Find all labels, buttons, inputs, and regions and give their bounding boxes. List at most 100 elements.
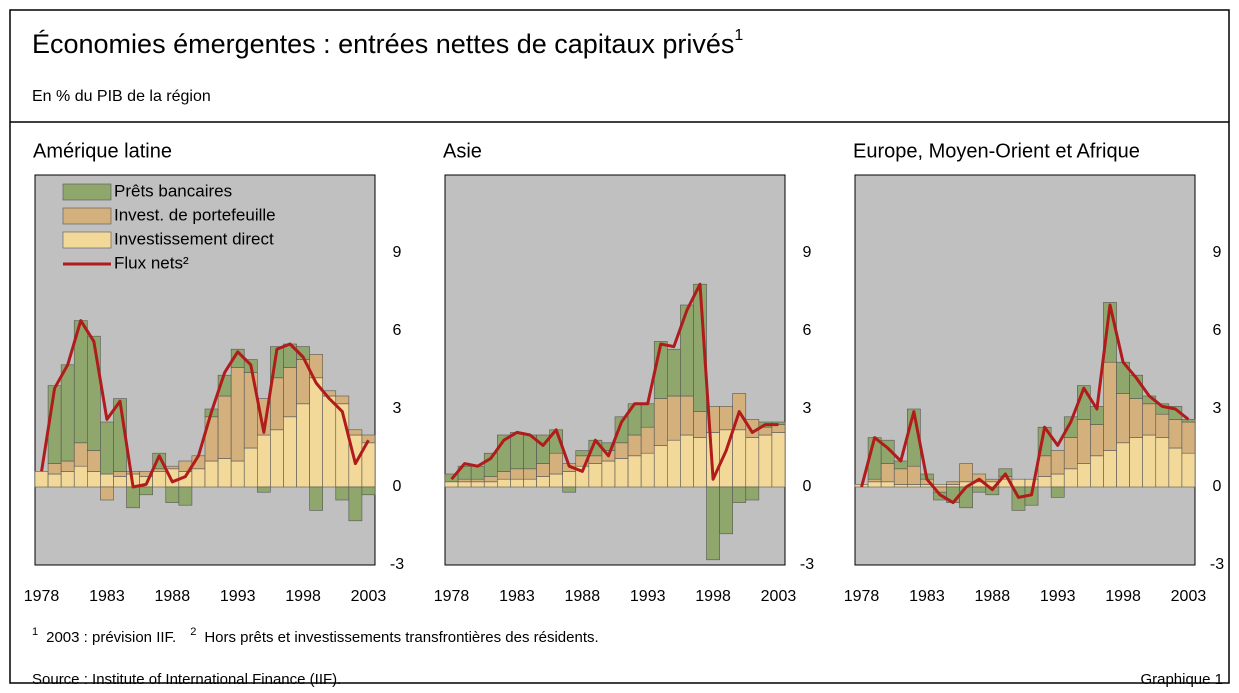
bar-segment: [653, 398, 668, 446]
legend-label: Prêts bancaires: [114, 181, 232, 200]
title-note: 1: [734, 27, 743, 44]
bar-segment: [335, 395, 350, 405]
bar-segment: [1116, 393, 1130, 444]
x-tick-label: 2003: [351, 588, 387, 605]
bar-segment: [933, 484, 947, 488]
title-text: Économies émergentes : entrées nettes de…: [32, 27, 743, 59]
bar-segment: [73, 465, 88, 488]
bar-segment: [348, 486, 363, 522]
bar-segment: [1142, 434, 1157, 488]
x-tick-label: 1978: [24, 588, 60, 605]
y-tick-label: -3: [390, 556, 404, 573]
bar-segment: [217, 458, 232, 488]
bar-segment: [588, 455, 603, 464]
bar-segment: [230, 460, 245, 488]
bar-segment: [1011, 478, 1026, 488]
y-tick-label: 6: [393, 322, 402, 339]
bar-segment: [907, 465, 921, 485]
x-tick-label: 1993: [220, 588, 256, 605]
frame: [9, 9, 1230, 684]
bar-segment: [1168, 419, 1183, 449]
x-tick-label: 1978: [434, 588, 470, 605]
x-tick-label: 1983: [89, 588, 125, 605]
bar-segment: [719, 486, 733, 535]
bar-segment: [361, 486, 376, 496]
legend-label: Invest. de portefeuille: [114, 205, 276, 224]
bar-segment: [758, 434, 773, 488]
x-tick-label: 1998: [1105, 588, 1141, 605]
bar-segment: [126, 471, 140, 475]
bar-segment: [87, 335, 101, 451]
bar-segment: [1037, 476, 1052, 488]
bar-segment: [257, 434, 271, 488]
bar-segment: [985, 478, 1000, 483]
bar-segment: [335, 486, 350, 501]
y-tick-label: 6: [1213, 322, 1222, 339]
x-tick-label: 1988: [975, 588, 1011, 605]
bar-segment: [640, 403, 655, 428]
panel-title: Asie: [443, 140, 482, 162]
bar-segment: [946, 484, 960, 488]
x-tick-label: 1993: [1040, 588, 1076, 605]
bar-segment: [536, 476, 550, 488]
bar-segment: [1077, 463, 1091, 488]
bar-segment: [1050, 486, 1065, 498]
bar-segment: [60, 364, 75, 462]
bar-segment: [309, 354, 323, 379]
bar-segment: [165, 486, 180, 503]
bar-segment: [100, 421, 114, 475]
footnote-marker: 2: [190, 626, 196, 638]
bar-segment: [719, 406, 733, 431]
bar-segment: [880, 463, 895, 483]
bar-segment: [510, 432, 524, 470]
x-tick-label: 1983: [909, 588, 945, 605]
bar-segment: [1090, 455, 1104, 488]
y-tick-label: -3: [1210, 556, 1224, 573]
bar-segment: [667, 395, 681, 441]
bar-segment: [601, 460, 616, 488]
bar-segment: [60, 471, 75, 488]
bar-segment: [444, 481, 459, 488]
legend-label: Flux nets²: [114, 253, 189, 272]
y-tick-label: 3: [803, 400, 812, 417]
bar-segment: [867, 478, 882, 483]
subtitle: En % du PIB de la région: [32, 88, 211, 105]
bar-segment: [470, 481, 485, 488]
legend-swatch: [62, 207, 112, 225]
bar-segment: [1155, 413, 1170, 438]
bar-segment: [680, 434, 694, 488]
bar-segment: [893, 468, 908, 485]
bar-segment: [34, 471, 49, 488]
bar-segment: [745, 437, 760, 488]
bar-segment: [1181, 452, 1196, 488]
bar-segment: [470, 465, 485, 480]
bar-segment: [60, 460, 75, 472]
source: Source : Institute of International Fina…: [32, 671, 341, 688]
bar-segment: [732, 429, 747, 488]
bar-segment: [348, 429, 363, 436]
panel-title: Amérique latine: [33, 140, 172, 162]
bar-segment: [1155, 437, 1170, 488]
bar-segment: [483, 476, 498, 483]
bar-segment: [972, 486, 987, 493]
bar-segment: [640, 426, 655, 454]
y-tick-label: 9: [803, 244, 812, 261]
footnotes: 1 2003 : prévision IIF. 2 Hors prêts et inv…: [32, 626, 599, 646]
net-flow-line: [40, 319, 370, 489]
x-tick-label: 1988: [565, 588, 601, 605]
bar-segment: [1168, 447, 1183, 488]
title: Économies émergentes : entrées nettes de…: [32, 29, 734, 59]
bar-segment: [536, 463, 550, 477]
bar-segment: [1129, 437, 1143, 488]
bar-segment: [230, 367, 245, 462]
y-tick-label: -3: [800, 556, 814, 573]
x-tick-label: 1978: [844, 588, 880, 605]
bar-segment: [706, 486, 720, 561]
bar-segment: [614, 442, 629, 459]
bar-segment: [113, 471, 127, 477]
bar-segment: [497, 478, 511, 488]
y-tick-label: 6: [803, 322, 812, 339]
bar-segment: [1103, 450, 1117, 488]
bar-segment: [510, 478, 524, 488]
